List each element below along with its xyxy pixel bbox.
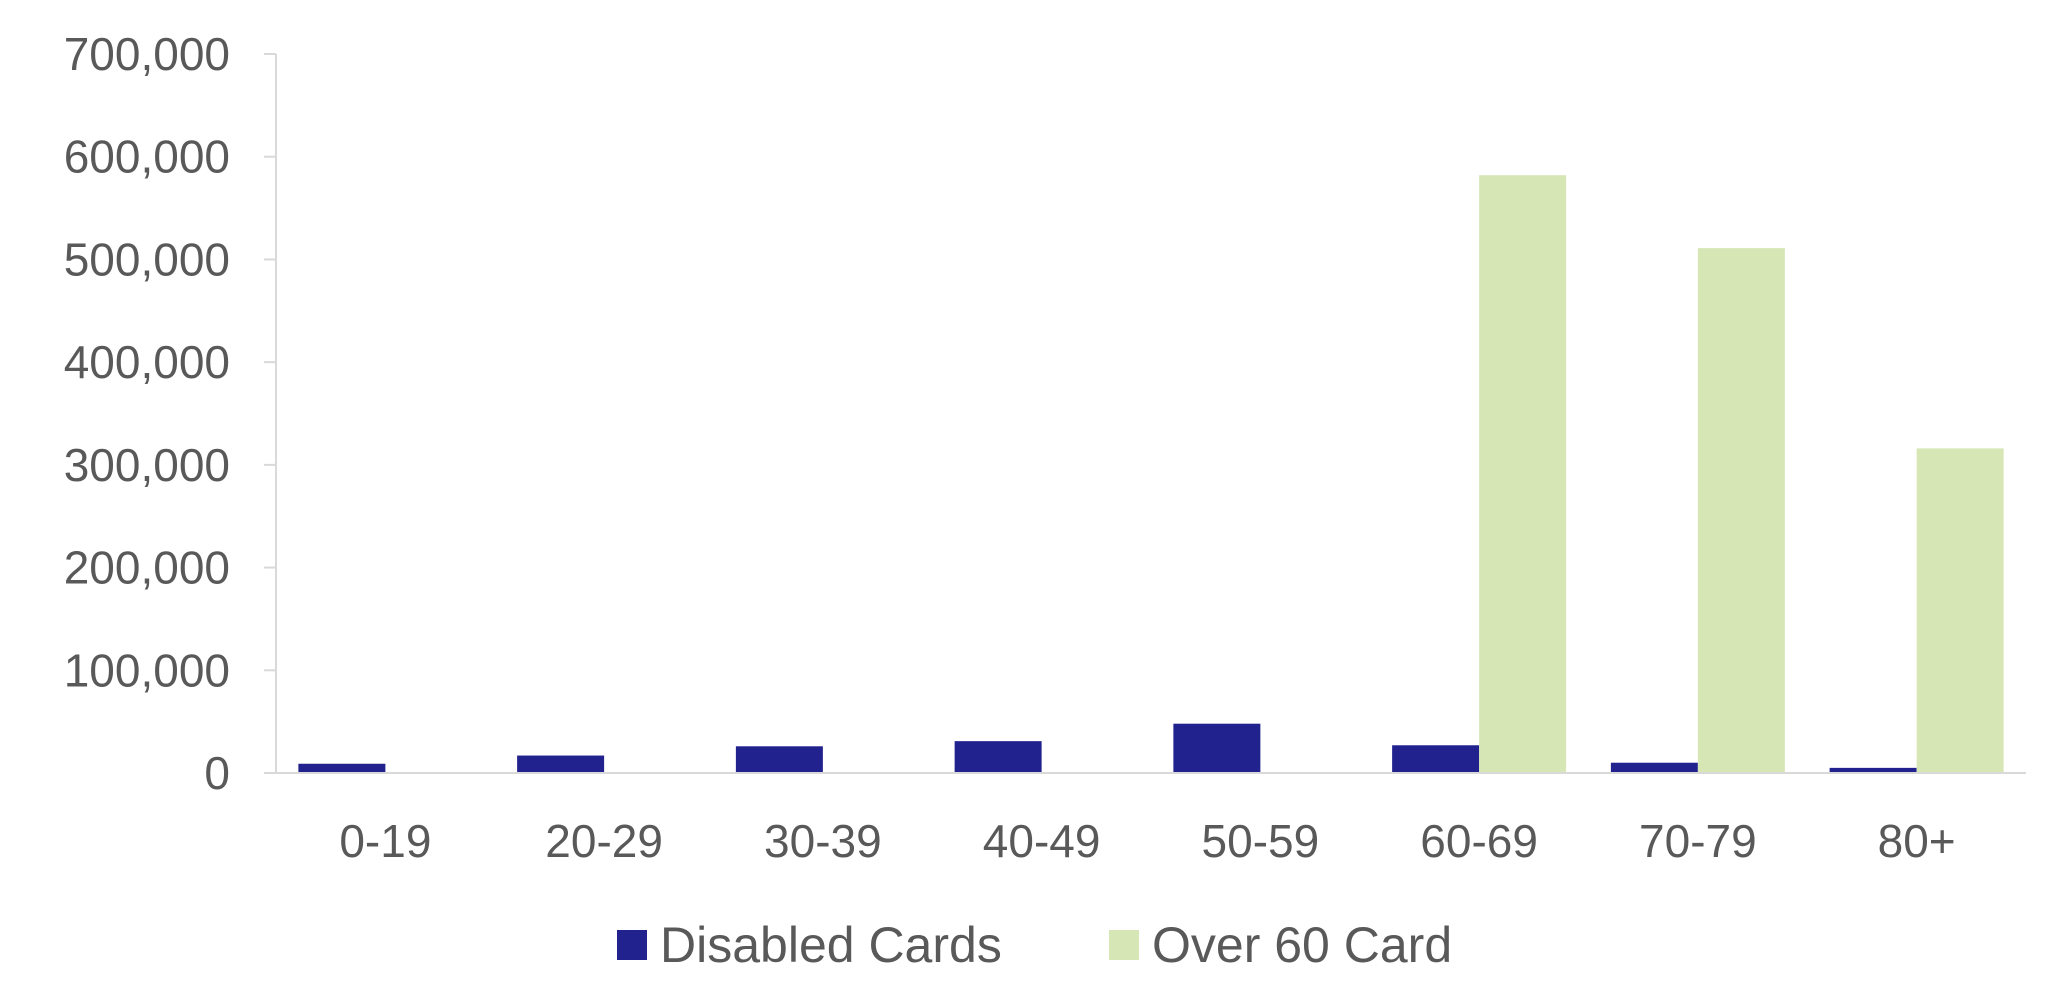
y-tick-label: 100,000: [64, 644, 230, 696]
x-tick-label: 50-59: [1202, 815, 1320, 867]
x-tick-label: 70-79: [1639, 815, 1757, 867]
bar-disabled-cards-50-59: [1173, 723, 1261, 773]
bar-disabled-cards-40-49: [954, 741, 1042, 773]
bars: [298, 175, 2004, 773]
bar-over-60-card-60-69: [1479, 175, 1567, 773]
legend-label: Disabled Cards: [660, 917, 1002, 973]
x-axis-labels: 0-19 20-29 30-39 40-49 50-59 60-69 70-79 80+: [339, 815, 1955, 867]
bar-disabled-cards-0-19: [298, 763, 386, 773]
y-tick-label: 300,000: [64, 439, 230, 491]
x-tick-label: 60-69: [1420, 815, 1538, 867]
y-tick-label: 600,000: [64, 131, 230, 183]
x-tick-label: 80+: [1878, 815, 1956, 867]
y-axis-ticks: 0 100,000 200,000 300,000 400,000 500,000 600,…: [64, 28, 276, 799]
bar-over-60-card-70-79: [1697, 248, 1785, 773]
y-tick-label: 0: [204, 747, 230, 799]
y-tick-label: 700,000: [64, 28, 230, 80]
x-tick-label: 20-29: [545, 815, 663, 867]
bar-disabled-cards-80plus: [1829, 767, 1917, 773]
legend: Disabled Cards Over 60 Card: [617, 917, 1452, 973]
legend-swatch: [617, 930, 647, 960]
bar-disabled-cards-70-79: [1610, 762, 1698, 773]
legend-label: Over 60 Card: [1152, 917, 1452, 973]
y-tick-label: 200,000: [64, 542, 230, 594]
x-tick-label: 30-39: [764, 815, 882, 867]
x-tick-label: 0-19: [339, 815, 431, 867]
y-tick-label: 400,000: [64, 336, 230, 388]
x-tick-label: 40-49: [983, 815, 1101, 867]
bar-over-60-card-80plus: [1916, 448, 2004, 773]
bar-disabled-cards-20-29: [517, 755, 605, 773]
y-tick-label: 500,000: [64, 233, 230, 285]
legend-swatch: [1109, 930, 1139, 960]
bar-disabled-cards-60-69: [1392, 745, 1480, 773]
bar-disabled-cards-30-39: [735, 746, 823, 773]
